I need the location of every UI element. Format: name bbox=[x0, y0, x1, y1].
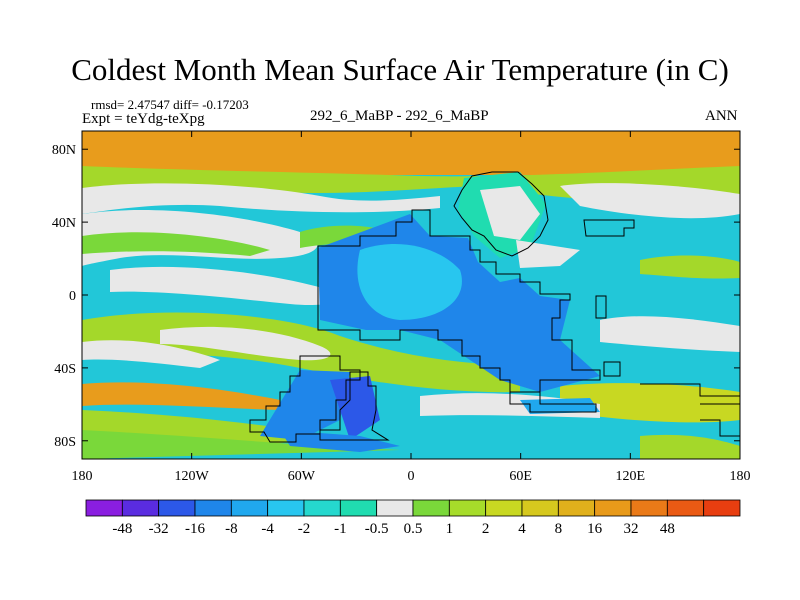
y-tick-label: 0 bbox=[69, 289, 76, 304]
colorbar-label: 16 bbox=[587, 521, 603, 537]
colorbar-swatch bbox=[630, 499, 668, 517]
x-tick-label: 0 bbox=[408, 469, 415, 484]
colorbar-label: 1 bbox=[446, 521, 454, 537]
x-tick-label: 180 bbox=[72, 469, 93, 484]
x-tick-label: 180 bbox=[730, 469, 751, 484]
colorbar-swatch bbox=[376, 499, 414, 517]
colorbar-label: -2 bbox=[298, 521, 311, 537]
colorbar-swatch bbox=[194, 499, 232, 517]
x-tick-label: 60W bbox=[288, 469, 316, 484]
colorbar-label: 8 bbox=[555, 521, 563, 537]
center-subtitle: 292_6_MaBP - 292_6_MaBP bbox=[310, 108, 489, 124]
colorbar-swatch bbox=[448, 499, 487, 517]
colorbar-swatch bbox=[339, 499, 378, 517]
x-tick-label: 120E bbox=[616, 469, 646, 484]
stats-line: rmsd= 2.47547 diff= -0.17203 bbox=[91, 97, 249, 112]
colorbar-swatch bbox=[121, 499, 160, 517]
coastlines bbox=[249, 171, 740, 443]
colorbar-label: -32 bbox=[149, 521, 169, 537]
x-tick-label: 60E bbox=[509, 469, 532, 484]
map-axes: 180 120W 60W 0 60E 120E 180 80N 40N 0 40S 80S bbox=[52, 131, 751, 484]
colorbar-label: -8 bbox=[225, 521, 238, 537]
colorbar-label: -48 bbox=[112, 521, 132, 537]
colorbar-label: -1 bbox=[334, 521, 347, 537]
y-tick-label: 80S bbox=[54, 435, 76, 450]
x-tick-label: 120W bbox=[175, 469, 210, 484]
colorbar-label: -16 bbox=[185, 521, 205, 537]
colorbar-swatch bbox=[557, 499, 596, 517]
colorbar-swatch bbox=[230, 499, 269, 517]
page-title: Coldest Month Mean Surface Air Temperatu… bbox=[71, 52, 729, 87]
colorbar-swatch bbox=[303, 499, 341, 517]
colorbar-swatch bbox=[666, 499, 705, 517]
colorbar-label: 32 bbox=[624, 521, 639, 537]
colorbar-swatch bbox=[703, 499, 741, 517]
colorbar-swatch bbox=[594, 499, 632, 517]
colorbar-swatch bbox=[412, 499, 450, 517]
y-tick-label: 40N bbox=[52, 216, 76, 231]
colorbar-label: -0.5 bbox=[365, 521, 389, 537]
right-subtitle: ANN bbox=[705, 108, 738, 124]
colorbar-swatch bbox=[267, 499, 305, 517]
colorbar-label: -4 bbox=[261, 521, 274, 537]
colorbar-swatch bbox=[485, 499, 523, 517]
colorbar-swatch bbox=[158, 499, 196, 517]
colorbar-swatch bbox=[85, 499, 123, 517]
temperature-field bbox=[82, 131, 740, 459]
experiment-label: Expt = teYdg-teXpg bbox=[82, 111, 205, 127]
colorbar-label: 0.5 bbox=[404, 521, 423, 537]
colorbar: -48 -32 -16 -8 -4 -2 -1 -0.5 0.5 1 2 4 8 16 32 48 bbox=[85, 499, 741, 537]
y-tick-label: 40S bbox=[54, 362, 76, 377]
y-tick-label: 80N bbox=[52, 143, 76, 158]
colorbar-swatch bbox=[521, 499, 559, 517]
colorbar-label: 2 bbox=[482, 521, 490, 537]
colorbar-label: 4 bbox=[518, 521, 526, 537]
colorbar-label: 48 bbox=[660, 521, 675, 537]
